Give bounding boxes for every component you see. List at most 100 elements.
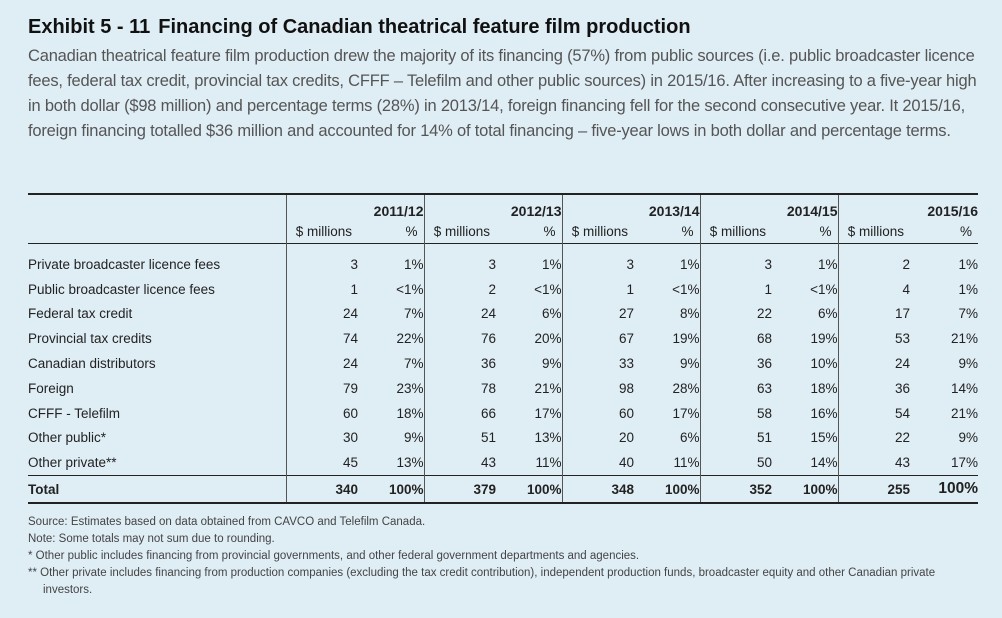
cell-percent: 23% bbox=[396, 380, 424, 396]
cell-percent: 17% bbox=[672, 405, 700, 421]
cell-millions: 24 bbox=[285, 301, 358, 327]
cell-millions: 22 bbox=[699, 301, 772, 327]
unit-millions: $ millions bbox=[837, 219, 910, 244]
cell-millions: 40 bbox=[561, 450, 634, 476]
cell-millions: 24 bbox=[837, 351, 910, 376]
cell-percent: 11% bbox=[673, 455, 700, 471]
cell-millions: 60 bbox=[561, 400, 634, 426]
cell-millions: 60 bbox=[285, 400, 358, 426]
cell-percent: 100% bbox=[358, 475, 424, 505]
cell-millions: 1 bbox=[561, 276, 634, 302]
cell-millions: 352 bbox=[699, 475, 772, 505]
cell-millions: 24 bbox=[285, 351, 358, 376]
row-label: Other public* bbox=[28, 430, 107, 446]
cell-millions: 3 bbox=[423, 252, 496, 277]
cell-millions: 51 bbox=[423, 425, 496, 451]
cell-millions: 51 bbox=[699, 425, 772, 451]
cell-percent: 8% bbox=[679, 306, 700, 322]
cell-percent: 14% bbox=[810, 455, 838, 471]
exhibit-title-text: Financing of Canadian theatrical feature… bbox=[158, 16, 691, 38]
row-label: Canadian distributors bbox=[28, 356, 156, 372]
cell-percent: 7% bbox=[403, 356, 424, 372]
cell-millions: 30 bbox=[285, 425, 358, 451]
cell-millions: 3 bbox=[561, 252, 634, 277]
cell-percent: 11% bbox=[535, 455, 562, 471]
cell-percent: 21% bbox=[950, 405, 978, 421]
cell-percent: 1% bbox=[679, 256, 700, 272]
cell-percent: 13% bbox=[534, 430, 562, 446]
table-row: Provincial tax credits 74 22% 76 20% 67 19% 68 1… bbox=[28, 326, 978, 352]
cell-percent: 18% bbox=[396, 405, 424, 421]
cell-percent: 14% bbox=[950, 380, 978, 396]
cell-millions: 50 bbox=[699, 450, 772, 476]
cell-percent: 100% bbox=[634, 475, 700, 505]
cell-percent: 28% bbox=[672, 380, 700, 396]
cell-percent: 21% bbox=[534, 380, 562, 396]
row-label: Private broadcaster licence fees bbox=[28, 256, 221, 272]
cell-millions: 53 bbox=[837, 326, 910, 352]
row-label: CFFF - Telefilm bbox=[28, 405, 121, 421]
cell-percent: 6% bbox=[541, 306, 562, 322]
cell-percent: <1% bbox=[810, 281, 838, 297]
cell-percent: 1% bbox=[958, 281, 978, 297]
cell-millions: 340 bbox=[285, 475, 358, 505]
row-label: Foreign bbox=[28, 380, 74, 396]
cell-percent: <1% bbox=[396, 281, 424, 297]
cell-percent: 1% bbox=[541, 256, 562, 272]
cell-millions: 36 bbox=[423, 351, 496, 376]
cell-percent: 18% bbox=[810, 380, 838, 396]
cell-millions: 255 bbox=[837, 475, 910, 505]
cell-millions: 43 bbox=[423, 450, 496, 476]
cell-percent: 100% bbox=[772, 475, 838, 505]
year-header: 2013/14 bbox=[561, 194, 700, 219]
row-label: Provincial tax credits bbox=[28, 331, 152, 347]
cell-percent: 13% bbox=[396, 455, 424, 471]
cell-millions: 17 bbox=[837, 301, 910, 327]
unit-percent: % bbox=[543, 223, 556, 239]
cell-millions: 2 bbox=[837, 252, 910, 277]
unit-percent: % bbox=[819, 223, 832, 239]
table-row: Public broadcaster licence fees 1 <1% 2 <1% 1… bbox=[28, 276, 978, 302]
footnotes: Source: Estimates based on data obtained… bbox=[28, 514, 978, 599]
cell-millions: 98 bbox=[561, 375, 634, 401]
cell-millions: 43 bbox=[837, 450, 910, 476]
financing-table: 2011/12 2012/13 2013/14 2014/15 2015/16 … bbox=[28, 193, 978, 505]
cell-millions: 33 bbox=[561, 351, 634, 376]
cell-percent: 17% bbox=[534, 405, 562, 421]
cell-millions: 2 bbox=[423, 276, 496, 302]
financing-table-body: Private broadcaster licence fees 3 1% 3 1% 3 1… bbox=[28, 243, 978, 505]
cell-percent: 1% bbox=[817, 256, 838, 272]
unit-percent: % bbox=[405, 223, 418, 239]
year-header: 2014/15 bbox=[699, 194, 838, 219]
cell-percent: 6% bbox=[679, 430, 700, 446]
total-row: Total 340 100% 379 100% 348 100% 352 100% 255 100% bbox=[28, 475, 978, 505]
cell-millions: 76 bbox=[423, 326, 496, 352]
cell-millions: 24 bbox=[423, 301, 496, 327]
table-row: Private broadcaster licence fees 3 1% 3 1% 3 1… bbox=[28, 252, 978, 277]
row-label: Other private** bbox=[28, 455, 117, 471]
cell-millions: 36 bbox=[699, 351, 772, 376]
cell-percent: 19% bbox=[810, 331, 838, 347]
year-header: 2012/13 bbox=[423, 194, 562, 219]
exhibit-number: Exhibit 5 - 11 bbox=[28, 16, 151, 38]
unit-millions: $ millions bbox=[699, 219, 772, 244]
row-label: Public broadcaster licence fees bbox=[28, 281, 215, 297]
cell-millions: 78 bbox=[423, 375, 496, 401]
cell-millions: 36 bbox=[837, 375, 910, 401]
unit-millions: $ millions bbox=[561, 219, 634, 244]
cell-millions: 58 bbox=[699, 400, 772, 426]
cell-millions: 348 bbox=[561, 475, 634, 505]
cell-millions: 79 bbox=[285, 375, 358, 401]
other-public-note: * Other public includes financing from p… bbox=[28, 550, 640, 562]
cell-percent: 6% bbox=[817, 306, 838, 322]
source-note: Source: Estimates based on data obtained… bbox=[28, 516, 426, 528]
cell-percent: <1% bbox=[672, 281, 700, 297]
cell-millions: 68 bbox=[699, 326, 772, 352]
cell-percent: 16% bbox=[810, 405, 838, 421]
cell-percent: 21% bbox=[950, 331, 978, 347]
other-private-note: ** Other private includes financing from… bbox=[28, 567, 936, 596]
cell-percent: 100% bbox=[496, 475, 562, 505]
cell-percent: 9% bbox=[958, 430, 978, 446]
year-header: 2015/16 bbox=[837, 194, 978, 219]
